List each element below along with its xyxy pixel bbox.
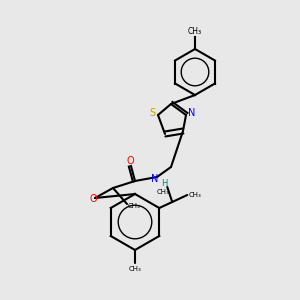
Text: CH₃: CH₃ [188,28,202,37]
Text: H: H [161,178,167,188]
Text: O: O [126,156,134,166]
Text: N: N [188,108,196,118]
Text: O: O [89,194,97,204]
Text: CH₃: CH₃ [129,266,141,272]
Text: N: N [151,174,159,184]
Text: S: S [149,108,155,118]
Text: CH₃: CH₃ [189,192,202,198]
Text: CH₃: CH₃ [128,203,140,209]
Text: CH₃: CH₃ [157,189,169,195]
